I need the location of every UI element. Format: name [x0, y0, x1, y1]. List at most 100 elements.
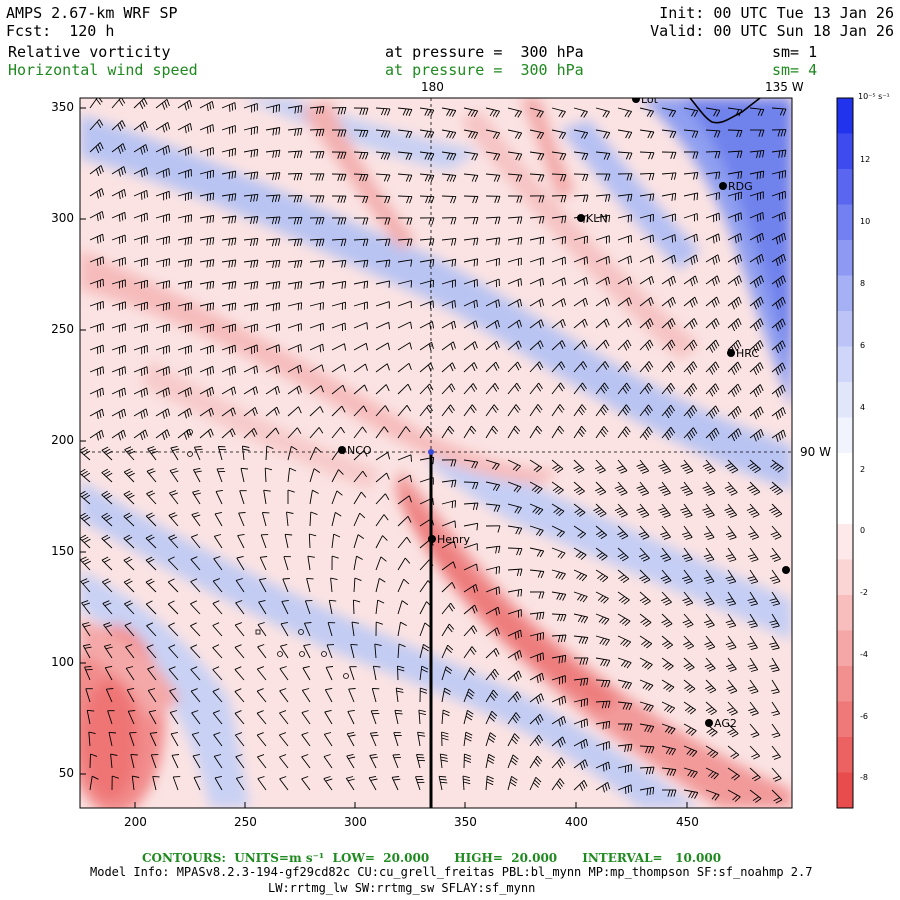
wind-barb: [170, 731, 179, 747]
wind-barb: [375, 535, 388, 549]
wind-barb: [725, 547, 737, 562]
wind-barb: [771, 384, 786, 398]
wind-barb: [80, 534, 91, 549]
wind-barb: [507, 568, 523, 577]
wind-barb: [265, 445, 274, 461]
wind-barb: [105, 688, 114, 703]
wind-barb: [243, 216, 259, 225]
wind-barb: [749, 318, 764, 332]
wind-barb: [639, 786, 655, 796]
wind-barb: [331, 322, 346, 332]
wind-barb: [680, 459, 694, 474]
wind-barb: [331, 555, 339, 571]
wind-barb: [771, 275, 786, 288]
wind-barb: [529, 713, 544, 725]
wind-barb: [636, 459, 650, 474]
wind-barb: [507, 481, 522, 493]
wind-barb: [639, 107, 654, 118]
wind-barb: [661, 234, 676, 243]
wind-barb: [331, 469, 344, 483]
wind-barb: [309, 128, 325, 137]
wind-barb: [241, 445, 250, 461]
wind-barb: [749, 789, 762, 803]
wind-barb: [152, 775, 160, 791]
wind-barb: [82, 643, 92, 659]
wind-barb: [573, 404, 587, 417]
wind-barb: [353, 173, 369, 182]
wind-barb: [375, 342, 391, 351]
wind-barb: [287, 259, 303, 268]
colorbar-tick: -2: [860, 588, 868, 597]
wind-barb: [683, 405, 698, 419]
wind-barb: [147, 446, 158, 461]
x-tick-label: 200: [124, 815, 147, 829]
wind-barb: [236, 555, 245, 571]
wind-barb: [131, 775, 140, 791]
wind-barb: [347, 709, 355, 725]
wind-barb: [595, 194, 611, 202]
wind-barb: [111, 387, 126, 398]
wind-barb: [617, 297, 632, 307]
wind-barb: [353, 238, 369, 247]
wind-barb: [346, 731, 356, 747]
wind-barb: [397, 426, 411, 439]
meridian-180-label: 180: [421, 80, 444, 94]
station-dot: [577, 214, 585, 222]
wind-barb: [747, 459, 761, 474]
wind-barb: [111, 279, 126, 289]
wind-barb: [463, 625, 478, 637]
wind-barb: [725, 613, 737, 628]
wind-barb: [212, 666, 223, 681]
wind-barb: [769, 481, 783, 496]
wind-barb: [145, 600, 157, 615]
wind-barb: [123, 468, 135, 483]
wind-barb: [309, 151, 325, 159]
wind-barb: [146, 490, 157, 505]
wind-barb: [463, 459, 479, 469]
colorbar-tick: 10: [860, 217, 871, 226]
wind-barb: [133, 257, 148, 267]
wind-barb: [771, 340, 786, 354]
wind-barb: [485, 627, 500, 637]
wind-barb: [397, 578, 410, 593]
wind-barb: [636, 503, 650, 518]
wind-barb: [287, 127, 303, 136]
wind-barb: [661, 192, 677, 201]
wind-barb: [256, 666, 267, 681]
wind-barb: [661, 339, 676, 351]
wind-barb: [309, 511, 318, 527]
wind-barb: [331, 280, 347, 289]
wind-barb: [595, 297, 610, 307]
wind-barb: [639, 701, 654, 712]
wind-barb: [441, 666, 453, 681]
wind-barb: [397, 665, 405, 681]
wind-barb: [771, 232, 787, 245]
wind-barb: [463, 173, 479, 182]
wind-barb: [485, 340, 500, 351]
wind-barb: [485, 361, 500, 373]
wind-barb: [214, 511, 223, 527]
wind-barb: [308, 533, 317, 549]
wind-barb: [771, 789, 783, 804]
wind-barb: [155, 408, 171, 419]
wind-barb: [507, 425, 521, 439]
wind-barb: [595, 361, 610, 373]
wind-barb: [331, 217, 347, 225]
wind-barb: [89, 775, 99, 791]
wind-barb: [485, 481, 501, 492]
wind-barb: [617, 784, 632, 795]
wind-barb: [221, 428, 236, 439]
wind-barb: [279, 688, 289, 703]
wind-barb: [168, 666, 179, 681]
wind-barb: [235, 600, 245, 615]
station-dot: [338, 446, 346, 454]
colorbar-swatch: [837, 275, 853, 312]
wind-barb: [573, 718, 588, 729]
wind-barb: [88, 731, 96, 747]
wind-barb: [375, 173, 391, 182]
wind-barb: [287, 216, 303, 225]
wind-barb: [155, 345, 170, 355]
wind-barb: [704, 657, 716, 672]
wind-barb: [725, 569, 737, 584]
wind-barb: [441, 258, 457, 267]
